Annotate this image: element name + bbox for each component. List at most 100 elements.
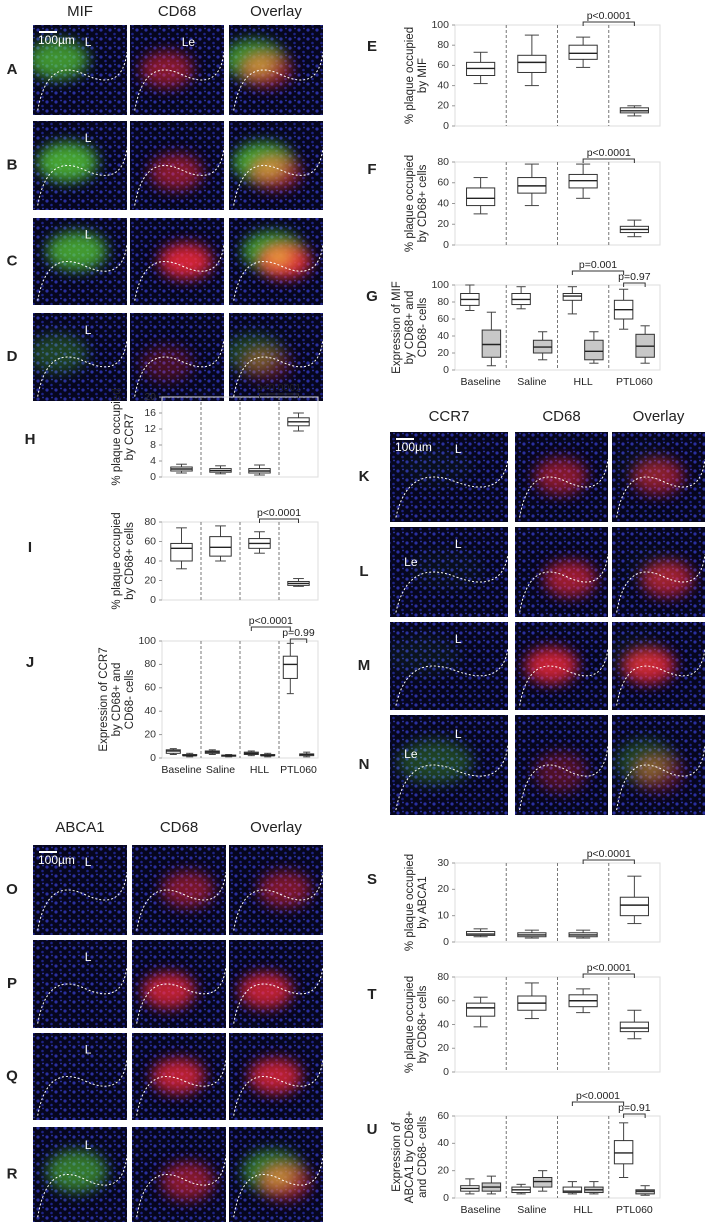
micrograph: L [33,121,127,210]
stain-layer [612,636,705,706]
stain-layer [229,39,323,111]
stain-layer [134,243,224,301]
micrograph: 100µm L [33,845,127,935]
stain-red [140,346,194,382]
stain-red [142,973,196,1009]
x-tick-label: HLL [250,764,269,776]
lumen-label: L [455,632,462,646]
plaque-boundary [395,744,508,811]
stain-layer [37,871,127,931]
column-header: CD68 [158,3,196,20]
stain-layer [37,232,127,301]
stain-red [248,1058,302,1094]
micrograph [229,218,323,305]
micrograph: L [33,218,127,305]
p-value: p<0.0001 [576,1090,620,1102]
y-axis-label: % plaque occupied [404,155,416,252]
y-axis-label: by CD68+ and [404,291,416,365]
micrograph [229,1127,323,1222]
micrograph [229,121,323,210]
stain-green [33,39,88,80]
panel-label: K [359,468,370,485]
plaque-boundary [134,147,224,206]
stain-layer [33,39,127,111]
y-tick-label: 60 [437,59,449,71]
stain-overlay [637,463,666,482]
y-tick-label: 60 [437,1110,449,1122]
significance-bracket [571,1101,625,1106]
micrograph [612,527,705,617]
y-tick-label: 20 [437,1042,449,1054]
column-header: CCR7 [429,408,470,425]
stain-red [140,51,194,88]
stain-red [534,752,587,792]
stain-red [239,973,293,1009]
y-tick-label: 16 [144,407,156,419]
plaque-boundary [37,147,127,206]
stain-layer [229,334,323,397]
x-tick-label: Baseline [161,764,201,776]
stain-layer [395,548,508,613]
stain-layer [616,446,705,518]
y-axis-label: and CD68- cells [417,1116,429,1198]
y-axis-label: by MIF [417,58,429,93]
y-axis-label: Expression of MIF [391,281,403,374]
y-tick-label: 20 [437,100,449,112]
panel-label: E [367,38,377,55]
scale-label: 100µm [395,440,432,454]
panel-label: R [7,1165,18,1182]
lumen-label: Le [404,555,418,569]
p-value: p<0.0001 [587,10,631,22]
stain-layer [37,1150,127,1218]
stain-layer [37,1059,127,1116]
lumen-label: L [455,537,462,551]
stain-layer [233,1150,323,1218]
y-tick-label: 100 [431,19,449,31]
scale-label: 100µm [38,853,75,867]
p-value: p<0.0001 [257,507,301,519]
stain-layer [136,871,226,931]
stain-layer [519,553,608,613]
y-tick-label: 60 [437,177,449,189]
y-tick-label: 60 [144,682,156,694]
plaque-boundary [37,244,127,301]
panel-label: H [25,431,36,448]
y-axis-label: by CD68+ cells [417,985,429,1063]
plaque-boundary [233,147,323,206]
stain-overlay [264,1167,293,1187]
x-tick-label: PTL060 [616,1204,653,1216]
panel-label: G [366,288,378,305]
y-tick-label: 0 [443,364,449,376]
p-value: p=0.001 [579,259,617,271]
stain-layer [519,744,608,811]
stain-layer [136,1058,226,1116]
panel-label: C [7,252,18,269]
y-tick-label: 60 [437,313,449,325]
plaque-boundary [233,1059,323,1116]
stain-red [159,243,213,279]
y-tick-label: 80 [437,39,449,51]
y-tick-label: 40 [437,197,449,209]
y-axis-label: % plaque occupied [111,388,123,485]
x-tick-label: HLL [573,1204,592,1216]
micrograph [130,313,224,401]
x-tick-label: Saline [517,376,546,388]
micrograph [515,527,608,617]
lumen-label: L [85,1043,92,1057]
stain-layer [395,446,508,518]
micrograph [515,432,608,522]
y-tick-label: 8 [150,439,156,451]
y-tick-label: 0 [443,239,449,251]
box [170,542,193,562]
y-axis-label: % plaque occupied [404,27,416,124]
panel-label: I [28,539,32,556]
x-tick-label: Baseline [460,1204,500,1216]
micrograph-bg [33,845,127,935]
lumen-label: Le [404,747,418,761]
plaque-boundary [233,244,323,301]
p-value: p<0.0001 [587,962,631,974]
micrograph [229,25,323,115]
plaque-boundary [134,339,224,397]
p-value: p<0.0001 [257,382,301,394]
stain-layer [616,740,705,811]
